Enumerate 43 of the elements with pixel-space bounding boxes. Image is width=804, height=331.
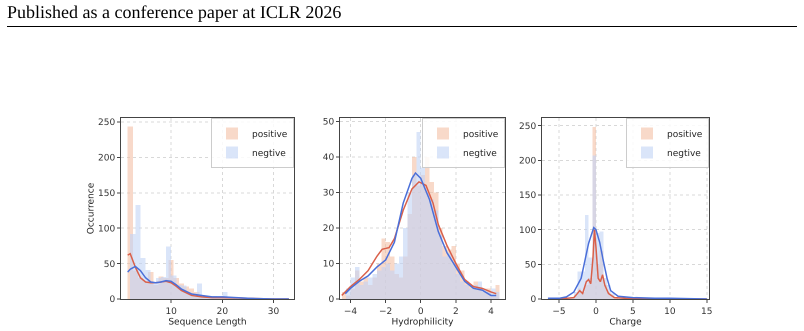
y-tick-label: 200 — [98, 154, 116, 164]
x-tick-label: 10 — [664, 306, 676, 317]
y-tick-label: 250 — [519, 122, 536, 132]
legend-label: negtive — [667, 149, 702, 160]
y-tick-label: 250 — [98, 118, 116, 128]
y-tick-label: 150 — [519, 191, 536, 202]
y-tick-label: 150 — [98, 188, 116, 199]
legend-label: positive — [463, 130, 499, 140]
x-tick-label: −4 — [344, 306, 358, 317]
y-tick-label: 50 — [322, 118, 334, 128]
x-tick-label: 30 — [268, 306, 280, 317]
x-tick-label: −5 — [552, 306, 566, 317]
legend-label: negtive — [463, 149, 498, 160]
y-tick-label: 0 — [109, 295, 116, 306]
x-tick-label: 10 — [165, 306, 178, 317]
x-tick-label: 0 — [418, 306, 424, 317]
line-series — [126, 266, 290, 299]
x-tick-label: 4 — [488, 306, 494, 317]
y-tick-label: 30 — [322, 188, 334, 199]
y-tick-label: 40 — [322, 153, 334, 164]
x-tick-label: 0 — [593, 306, 600, 317]
y-tick-label: 100 — [98, 224, 116, 234]
text: Published as a conference paper at ICLR 2026 — [7, 2, 342, 23]
x-tick-label: 5 — [630, 306, 636, 317]
y-tick-label: 50 — [104, 260, 116, 270]
legend-label: positive — [252, 130, 288, 140]
x-axis-title: Charge — [609, 318, 642, 328]
y-tick-label: 50 — [524, 260, 536, 270]
x-axis-title: Hydrophilicity — [391, 318, 454, 328]
x-tick-label: −2 — [379, 306, 392, 317]
y-tick-label: 0 — [530, 295, 536, 306]
y-tick-label: 200 — [519, 156, 536, 166]
legend-label: positive — [667, 130, 703, 140]
y-tick-label: 0 — [328, 295, 334, 306]
y-axis-title: Occurrence — [86, 182, 96, 234]
x-tick-label: 20 — [216, 306, 228, 317]
x-axis-title: Sequence Length — [168, 318, 247, 328]
y-tick-label: 100 — [519, 226, 536, 236]
x-tick-label: 15 — [701, 306, 713, 317]
y-tick-label: 10 — [322, 260, 334, 270]
y-tick-label: 20 — [322, 224, 334, 234]
legend-label: negtive — [252, 149, 286, 160]
x-tick-label: 2 — [452, 306, 459, 317]
